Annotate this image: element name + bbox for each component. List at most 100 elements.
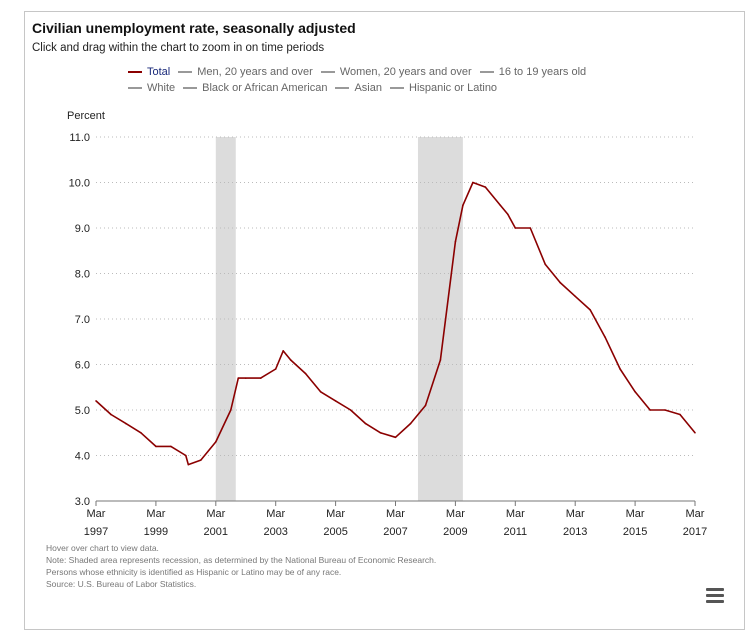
x-tick-label: 2015 [623, 526, 647, 538]
chart-notes: Hover over chart to view data. Note: Sha… [46, 542, 436, 590]
y-tick-label: 8.0 [75, 269, 90, 281]
y-tick-label: 9.0 [75, 223, 90, 235]
data-point [472, 181, 474, 184]
legend-label: White [147, 82, 176, 94]
legend: Total Men, 20 years and over Women, 20 y… [128, 64, 648, 96]
data-point [364, 422, 367, 425]
data-point [394, 436, 397, 439]
legend-label: Total [147, 66, 171, 78]
data-point [229, 409, 232, 411]
note-hover: Hover over chart to view data. [46, 543, 159, 553]
data-point [604, 336, 606, 339]
data-point [589, 309, 591, 311]
data-point [409, 422, 412, 425]
x-tick-label: Mar [386, 508, 405, 520]
x-tick-label: Mar [87, 508, 106, 520]
chart-subtitle: Click and drag within the chart to zoom … [32, 42, 325, 54]
data-point [140, 431, 142, 434]
data-point [274, 368, 277, 370]
legend-label: Women, 20 years and over [339, 66, 472, 78]
y-tick-label: 7.0 [75, 314, 90, 326]
x-tick-label: 2001 [204, 526, 228, 538]
data-point [454, 240, 457, 243]
x-tick-label: Mar [146, 508, 165, 520]
data-point [304, 372, 307, 375]
data-point [462, 204, 464, 207]
x-tick-label: 2013 [563, 526, 587, 538]
y-tick-label: 4.0 [75, 451, 90, 463]
note-source: Source: U.S. Bureau of Labor Statistics. [46, 579, 197, 589]
chart-title: Civilian unemployment rate, seasonally a… [32, 20, 356, 36]
data-point [95, 400, 97, 402]
legend-item-men-20-over[interactable]: Men, 20 years and over [178, 66, 313, 78]
y-tick-label: 3.0 [75, 496, 90, 508]
data-point [237, 377, 240, 379]
x-tick-label: Mar [506, 508, 525, 520]
data-point [484, 186, 487, 188]
legend-item-white[interactable]: White [128, 82, 175, 94]
legend-item-women-20-over[interactable]: Women, 20 years and over [320, 66, 472, 78]
x-tick-label: Mar [686, 508, 705, 520]
data-point [619, 368, 621, 370]
data-point [349, 409, 352, 411]
x-tick-label: Mar [266, 508, 285, 520]
legend-label: Asian [354, 82, 382, 94]
data-point [424, 404, 427, 407]
legend-label: Men, 20 years and over [197, 66, 313, 78]
data-point [125, 422, 127, 425]
data-point [110, 413, 112, 416]
data-point [649, 409, 651, 411]
legend-swatch [390, 87, 404, 89]
data-point [244, 377, 247, 379]
legend-swatch [479, 71, 494, 73]
y-axis-label: Percent [67, 110, 105, 122]
legend-swatch [320, 71, 335, 73]
x-tick-label: Mar [446, 508, 465, 520]
line-chart[interactable]: 3.0 4.0 5.0 6.0 7.0 8.0 9.0 10.0 11.0 Mar 1997 Mar 1… [0, 0, 755, 540]
data-point [694, 431, 696, 434]
x-tick-label: 2009 [443, 526, 467, 538]
x-tick-label: 2017 [683, 526, 707, 538]
data-point [634, 391, 636, 393]
data-point [259, 377, 262, 379]
legend-item-asian[interactable]: Asian [335, 82, 382, 94]
data-point [544, 263, 547, 266]
data-point [529, 227, 532, 229]
note-ethnicity: Persons whose ethnicity is identified as… [46, 567, 342, 577]
data-point [170, 445, 172, 448]
data-point [289, 359, 292, 361]
legend-swatch [178, 71, 193, 73]
data-point [379, 431, 382, 434]
x-tick-label: Mar [326, 508, 345, 520]
legend-item-hispanic[interactable]: Hispanic or Latino [390, 82, 497, 94]
data-point [200, 459, 202, 461]
data-point [679, 413, 681, 416]
y-tick-label: 10.0 [69, 178, 90, 190]
data-point [187, 463, 190, 466]
data-point [559, 281, 562, 284]
legend-item-black[interactable]: Black or African American [183, 82, 327, 94]
x-tick-label: Mar [566, 508, 585, 520]
chart-container [24, 11, 745, 630]
x-tick-label: 2007 [383, 526, 407, 538]
series-line-total [95, 181, 696, 466]
data-point [215, 441, 217, 443]
x-tick-label: Mar [206, 508, 225, 520]
x-tick-label: 1999 [144, 526, 168, 538]
data-point [319, 391, 322, 393]
note-recession: Note: Shaded area represents recession, … [46, 555, 437, 565]
legend-item-16-19[interactable]: 16 to 19 years old [479, 66, 587, 78]
legend-item-total[interactable]: Total [128, 66, 170, 78]
y-tick-label: 6.0 [75, 360, 90, 372]
data-point [334, 400, 337, 402]
legend-label: 16 to 19 years old [498, 66, 587, 78]
data-point [499, 204, 502, 207]
x-tick-label: 2005 [323, 526, 347, 538]
hamburger-menu-icon[interactable] [706, 588, 724, 604]
legend-swatch [335, 87, 350, 89]
legend-label: Hispanic or Latino [409, 82, 498, 94]
data-point [185, 454, 187, 457]
x-tick-label: 2003 [263, 526, 287, 538]
data-point [282, 350, 284, 352]
data-point [155, 445, 157, 448]
